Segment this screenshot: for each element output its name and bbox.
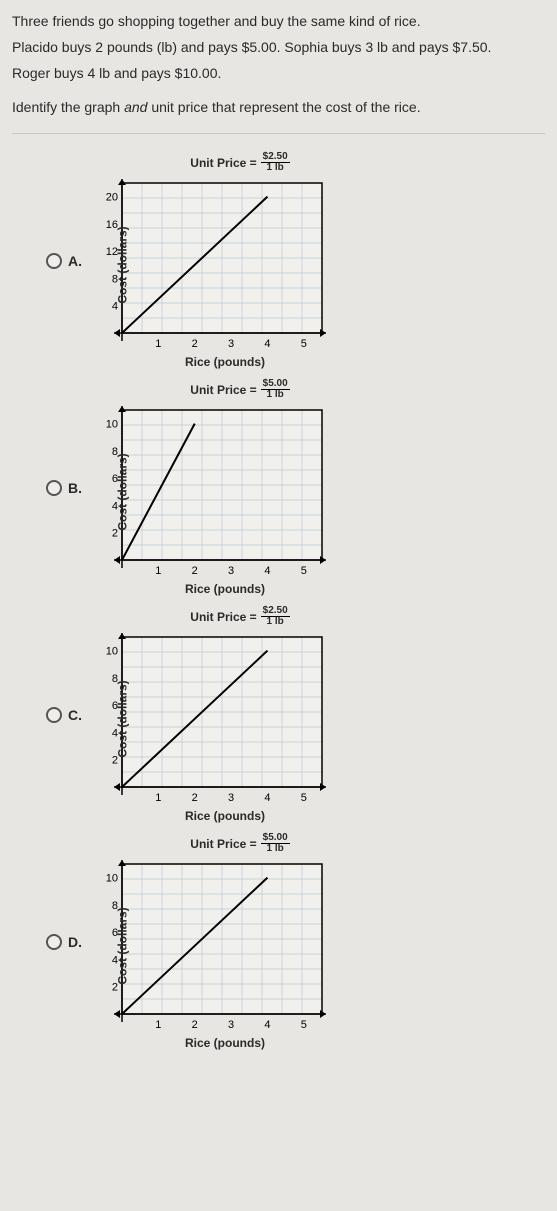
- chart-c-graph-box: Cost (dollars) 12345246810: [92, 631, 328, 807]
- svg-text:2: 2: [192, 565, 198, 577]
- chart-b-xlabel: Rice (pounds): [185, 582, 265, 596]
- radio-b[interactable]: [46, 480, 62, 496]
- svg-text:10: 10: [106, 419, 118, 431]
- problem-line3: Roger buys 4 lb and pays $10.00.: [12, 62, 545, 86]
- svg-text:10: 10: [106, 646, 118, 658]
- chart-d-graph-box: Cost (dollars) 12345246810: [92, 858, 328, 1034]
- radio-d[interactable]: [46, 934, 62, 950]
- chart-c: Unit Price = $2.50 1 lb Cost (dollars) 1…: [92, 606, 328, 823]
- chart-a: Unit Price = $2.50 1 lb Cost (dollars) 1…: [92, 152, 328, 369]
- option-b-letter: B.: [68, 480, 82, 496]
- chart-b-ylabel: Cost (dollars): [116, 454, 130, 531]
- chart-b-graph-box: Cost (dollars) 12345246810: [92, 404, 328, 580]
- svg-text:4: 4: [264, 1019, 270, 1031]
- option-a-letter: A.: [68, 253, 82, 269]
- problem-line1: Three friends go shopping together and b…: [12, 10, 545, 34]
- instruction-prefix: Identify the graph: [12, 99, 124, 115]
- svg-text:4: 4: [264, 792, 270, 804]
- chart-b-frac-den: 1 lb: [265, 390, 286, 400]
- svg-text:2: 2: [192, 1019, 198, 1031]
- svg-text:3: 3: [228, 1019, 234, 1031]
- svg-text:3: 3: [228, 565, 234, 577]
- problem-line2: Placido buys 2 pounds (lb) and pays $5.0…: [12, 36, 545, 60]
- svg-text:2: 2: [192, 792, 198, 804]
- chart-b-unit-price: Unit Price = $5.00 1 lb: [190, 379, 289, 400]
- svg-text:20: 20: [106, 192, 118, 204]
- svg-text:4: 4: [264, 565, 270, 577]
- option-b[interactable]: B. Unit Price = $5.00 1 lb Cost (dollars…: [12, 379, 545, 596]
- chart-c-unit-label: Unit Price =: [190, 610, 256, 624]
- chart-d-frac: $5.00 1 lb: [261, 833, 290, 854]
- chart-a-xlabel: Rice (pounds): [185, 355, 265, 369]
- svg-text:3: 3: [228, 338, 234, 350]
- svg-text:1: 1: [155, 565, 161, 577]
- chart-c-xlabel: Rice (pounds): [185, 809, 265, 823]
- svg-text:5: 5: [301, 565, 307, 577]
- svg-text:1: 1: [155, 1019, 161, 1031]
- option-d[interactable]: D. Unit Price = $5.00 1 lb Cost (dollars…: [12, 833, 545, 1050]
- chart-d-ylabel: Cost (dollars): [116, 908, 130, 985]
- option-a-radio-col: A.: [12, 253, 82, 269]
- svg-text:2: 2: [192, 338, 198, 350]
- chart-a-ylabel: Cost (dollars): [116, 227, 130, 304]
- chart-a-unit-label: Unit Price =: [190, 156, 256, 170]
- option-a[interactable]: A. Unit Price = $2.50 1 lb Cost (dollars…: [12, 152, 545, 369]
- svg-text:3: 3: [228, 792, 234, 804]
- svg-text:1: 1: [155, 792, 161, 804]
- chart-a-graph-box: Cost (dollars) 1234548121620: [92, 177, 328, 353]
- option-c[interactable]: C. Unit Price = $2.50 1 lb Cost (dollars…: [12, 606, 545, 823]
- svg-text:5: 5: [301, 792, 307, 804]
- option-c-radio-col: C.: [12, 707, 82, 723]
- option-d-radio-col: D.: [12, 934, 82, 950]
- chart-c-frac: $2.50 1 lb: [261, 606, 290, 627]
- chart-b-frac: $5.00 1 lb: [261, 379, 290, 400]
- instruction-suffix: unit price that represent the cost of th…: [151, 99, 420, 115]
- chart-d-unit-label: Unit Price =: [190, 837, 256, 851]
- svg-text:5: 5: [301, 1019, 307, 1031]
- chart-c-frac-den: 1 lb: [265, 617, 286, 627]
- svg-text:10: 10: [106, 873, 118, 885]
- options-container: A. Unit Price = $2.50 1 lb Cost (dollars…: [12, 152, 545, 1050]
- option-b-radio-col: B.: [12, 480, 82, 496]
- svg-text:5: 5: [301, 338, 307, 350]
- svg-text:1: 1: [155, 338, 161, 350]
- instruction-ital: and: [124, 99, 151, 115]
- instruction: Identify the graph and unit price that r…: [12, 99, 545, 115]
- chart-b-unit-label: Unit Price =: [190, 383, 256, 397]
- chart-a-unit-price: Unit Price = $2.50 1 lb: [190, 152, 289, 173]
- chart-b: Unit Price = $5.00 1 lb Cost (dollars) 1…: [92, 379, 328, 596]
- option-c-letter: C.: [68, 707, 82, 723]
- chart-c-ylabel: Cost (dollars): [116, 681, 130, 758]
- chart-d: Unit Price = $5.00 1 lb Cost (dollars) 1…: [92, 833, 328, 1050]
- divider: [12, 133, 545, 134]
- chart-a-frac-den: 1 lb: [265, 163, 286, 173]
- option-d-letter: D.: [68, 934, 82, 950]
- svg-text:4: 4: [264, 338, 270, 350]
- problem-text: Three friends go shopping together and b…: [12, 10, 545, 85]
- chart-d-frac-den: 1 lb: [265, 844, 286, 854]
- chart-d-unit-price: Unit Price = $5.00 1 lb: [190, 833, 289, 854]
- radio-a[interactable]: [46, 253, 62, 269]
- chart-a-frac: $2.50 1 lb: [261, 152, 290, 173]
- chart-c-unit-price: Unit Price = $2.50 1 lb: [190, 606, 289, 627]
- chart-d-xlabel: Rice (pounds): [185, 1036, 265, 1050]
- radio-c[interactable]: [46, 707, 62, 723]
